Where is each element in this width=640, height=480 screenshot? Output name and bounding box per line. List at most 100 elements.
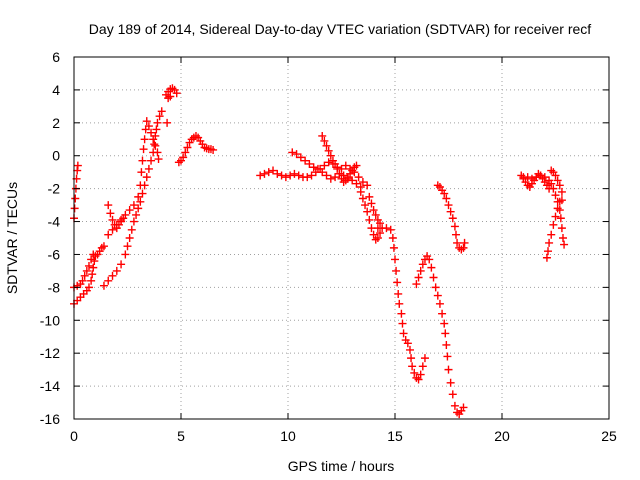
data-point <box>542 253 551 262</box>
data-point <box>164 94 173 103</box>
data-point <box>154 155 163 164</box>
data-point <box>358 194 367 203</box>
data-point <box>555 181 564 190</box>
data-point <box>84 261 93 270</box>
data-point <box>320 161 329 170</box>
data-point <box>557 196 566 205</box>
data-point <box>460 238 469 247</box>
data-point <box>142 117 151 126</box>
data-point <box>123 242 132 251</box>
data-point <box>369 206 378 215</box>
plot-frame <box>73 56 610 420</box>
data-point <box>547 179 556 188</box>
data-point <box>71 194 80 203</box>
data-point <box>551 212 560 221</box>
y-tick-label: 0 <box>52 148 60 164</box>
data-point <box>442 340 451 349</box>
data-point <box>536 171 545 180</box>
data-point <box>136 181 145 190</box>
data-point <box>547 230 556 239</box>
y-tick-label: -6 <box>48 246 61 262</box>
data-point <box>80 271 89 280</box>
data-point <box>138 156 147 165</box>
data-point <box>386 225 395 234</box>
data-point <box>139 145 148 154</box>
data-point <box>326 151 335 160</box>
data-point <box>73 161 82 170</box>
x-tick-label: 10 <box>280 428 296 444</box>
data-point <box>545 238 554 247</box>
data-point <box>136 197 145 206</box>
data-point <box>134 204 143 213</box>
data-point <box>104 201 113 210</box>
data-point <box>183 143 192 152</box>
axis-ticks <box>73 56 610 420</box>
data-point <box>532 173 541 182</box>
data-point <box>104 276 113 285</box>
data-point <box>354 173 363 182</box>
data-point <box>540 173 549 182</box>
y-tick-label: -8 <box>48 279 61 295</box>
series-arc-21 <box>547 166 566 196</box>
series-arc-12 <box>318 131 361 187</box>
data-point <box>420 354 429 363</box>
data-point <box>125 206 134 215</box>
data-point <box>82 266 91 275</box>
data-point <box>117 260 126 269</box>
data-point <box>127 225 136 234</box>
data-point <box>256 171 265 180</box>
data-point <box>296 153 305 162</box>
y-tick-label: -14 <box>40 378 60 394</box>
data-point <box>322 141 331 150</box>
series-arc-20 <box>542 196 566 262</box>
data-point <box>438 309 447 318</box>
x-tick-label: 15 <box>387 428 403 444</box>
data-point <box>149 135 158 144</box>
data-point <box>352 179 361 188</box>
data-point <box>324 146 333 155</box>
data-point <box>144 164 153 173</box>
data-point <box>125 234 134 242</box>
data-point <box>557 187 566 196</box>
data-point <box>294 171 303 180</box>
grid <box>74 57 609 419</box>
data-point <box>440 319 449 328</box>
data-point <box>112 266 121 275</box>
series-arc-6 <box>104 201 128 233</box>
y-tick-label: -4 <box>48 214 61 230</box>
data-point <box>87 276 96 285</box>
data-point <box>365 192 374 201</box>
data-point <box>416 370 425 379</box>
data-point <box>119 214 128 223</box>
data-point <box>443 352 452 361</box>
series-arc-9 <box>174 131 218 167</box>
data-point <box>388 234 397 242</box>
data-point <box>157 107 166 116</box>
series-arc-18 <box>517 169 554 193</box>
data-point <box>301 156 310 165</box>
data-point <box>286 171 295 180</box>
data-point <box>407 354 416 363</box>
y-tick-label: -12 <box>40 345 60 361</box>
data-point <box>442 194 451 203</box>
data-point <box>331 173 340 182</box>
x-tick-label: 0 <box>70 428 78 444</box>
data-point <box>129 217 138 226</box>
data-point <box>441 329 450 338</box>
data-point <box>551 191 560 200</box>
data-point <box>137 168 146 177</box>
data-point <box>414 375 423 384</box>
data-point <box>398 319 407 328</box>
data-point <box>288 148 297 157</box>
data-point <box>373 234 382 242</box>
data-points <box>70 84 569 419</box>
series-arc-11 <box>288 148 365 191</box>
series-arc-14 <box>365 192 385 228</box>
x-axis-label: GPS time / hours <box>288 458 395 474</box>
data-point <box>305 159 314 168</box>
data-point <box>281 173 290 182</box>
data-point <box>313 164 322 173</box>
data-point <box>369 230 378 239</box>
data-point <box>459 243 468 252</box>
